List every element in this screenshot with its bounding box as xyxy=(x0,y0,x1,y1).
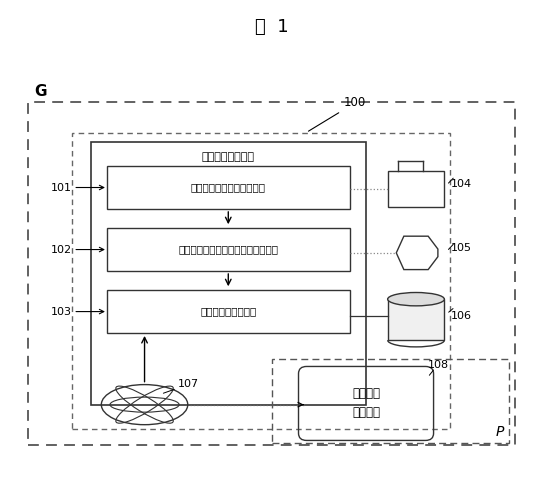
Text: 108: 108 xyxy=(428,360,449,370)
Text: 106: 106 xyxy=(451,312,472,321)
Text: 図  1: 図 1 xyxy=(255,18,288,36)
Bar xyxy=(72,132,450,429)
Text: 電力系統
運用機関: 電力系統 運用機関 xyxy=(352,387,380,420)
Bar xyxy=(28,102,515,445)
Text: 101: 101 xyxy=(50,182,72,192)
Text: 予備力インセンティブ価値算出手段: 予備力インセンティブ価値算出手段 xyxy=(178,244,278,254)
Bar xyxy=(388,299,444,340)
Text: P: P xyxy=(495,425,504,439)
Text: 107: 107 xyxy=(178,379,199,389)
Text: 102: 102 xyxy=(50,244,72,254)
Text: 103: 103 xyxy=(50,307,72,317)
Bar xyxy=(107,290,350,333)
Bar xyxy=(388,171,444,206)
Bar xyxy=(272,360,509,443)
Text: 予備力計画算出手段: 予備力計画算出手段 xyxy=(200,307,256,317)
Text: 104: 104 xyxy=(451,179,472,189)
Text: 100: 100 xyxy=(308,96,366,131)
Text: 発電機会損失価値算出手段: 発電機会損失価値算出手段 xyxy=(191,182,266,192)
Bar xyxy=(107,228,350,271)
Ellipse shape xyxy=(388,292,444,306)
Bar xyxy=(107,166,350,209)
Text: 105: 105 xyxy=(451,243,472,253)
Text: G: G xyxy=(34,84,46,99)
Bar xyxy=(91,142,366,405)
Text: 発電設備運用装置: 発電設備運用装置 xyxy=(202,152,255,162)
